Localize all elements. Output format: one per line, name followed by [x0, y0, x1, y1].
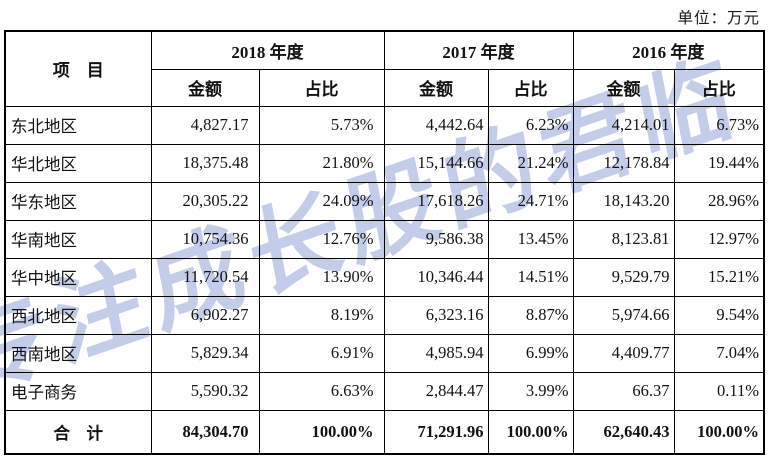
- amount-cell: 62,640.43: [572, 409, 675, 455]
- header-year-2016: 2016 年度: [572, 30, 765, 70]
- amount-cell: 84,304.70: [150, 409, 260, 455]
- ratio-cell: 0.11%: [673, 371, 765, 411]
- header-amount-2017: 金额: [383, 68, 489, 107]
- header-ratio-2017: 占比: [487, 68, 574, 107]
- header-row-subheaders: 金额 占比 金额 占比 金额 占比: [5, 68, 765, 107]
- ratio-cell: 24.09%: [258, 181, 385, 221]
- ratio-cell: 12.76%: [258, 219, 385, 259]
- amount-cell: 17,618.26: [383, 181, 489, 221]
- total-label: 合 计: [4, 409, 152, 455]
- ratio-cell: 6.73%: [673, 105, 765, 145]
- table-row-east: 华东地区 20,305.22 24.09% 17,618.26 24.71% 1…: [4, 181, 765, 221]
- amount-cell: 71,291.96: [383, 409, 489, 455]
- ratio-cell: 6.23%: [487, 105, 574, 145]
- unit-label: 单位：万元: [677, 10, 760, 27]
- amount-cell: 4,409.77: [572, 333, 675, 373]
- amount-cell: 9,529.79: [572, 257, 675, 297]
- amount-cell: 12,178.84: [572, 143, 675, 183]
- region-label: 华南地区: [4, 219, 152, 259]
- region-label: 华北地区: [4, 143, 152, 183]
- header-ratio-2016: 占比: [673, 68, 765, 107]
- header-amount-2018: 金额: [150, 68, 260, 107]
- ratio-cell: 15.21%: [673, 257, 765, 297]
- ratio-cell: 21.24%: [487, 143, 574, 183]
- table-row-total: 合 计 84,304.70 100.00% 71,291.96 100.00% …: [4, 409, 765, 455]
- ratio-cell: 13.90%: [258, 257, 385, 297]
- revenue-by-region-table: 项 目 2018 年度 2017 年度 2016 年度 金额 占比 金额 占比 …: [4, 30, 765, 455]
- ratio-cell: 12.97%: [673, 219, 765, 259]
- amount-cell: 4,214.01: [572, 105, 675, 145]
- table-row-ecommerce: 电子商务 5,590.32 6.63% 2,844.47 3.99% 66.37…: [4, 371, 765, 411]
- amount-cell: 11,720.54: [150, 257, 260, 297]
- amount-cell: 5,974.66: [572, 295, 675, 335]
- ratio-cell: 6.91%: [258, 333, 385, 373]
- table-row-northwest: 西北地区 6,902.27 8.19% 6,323.16 8.87% 5,974…: [4, 295, 765, 335]
- ratio-cell: 19.44%: [673, 143, 765, 183]
- region-label: 西北地区: [4, 295, 152, 335]
- ratio-cell: 6.63%: [258, 371, 385, 411]
- amount-cell: 8,123.81: [572, 219, 675, 259]
- ratio-cell: 14.51%: [487, 257, 574, 297]
- region-label: 华东地区: [4, 181, 152, 221]
- ratio-cell: 21.80%: [258, 143, 385, 183]
- amount-cell: 10,346.44: [383, 257, 489, 297]
- amount-cell: 15,144.66: [383, 143, 489, 183]
- amount-cell: 5,829.34: [150, 333, 260, 373]
- amount-cell: 20,305.22: [150, 181, 260, 221]
- table-row-north: 华北地区 18,375.48 21.80% 15,144.66 21.24% 1…: [4, 143, 765, 183]
- ratio-cell: 9.54%: [673, 295, 765, 335]
- header-year-2018: 2018 年度: [150, 30, 385, 70]
- table-row-southwest: 西南地区 5,829.34 6.91% 4,985.94 6.99% 4,409…: [4, 333, 765, 373]
- header-item: 项 目: [4, 30, 152, 107]
- header-ratio-2018: 占比: [258, 68, 385, 107]
- amount-cell: 2,844.47: [383, 371, 489, 411]
- table-row-central: 华中地区 11,720.54 13.90% 10,346.44 14.51% 9…: [4, 257, 765, 297]
- header-year-2017: 2017 年度: [383, 30, 574, 70]
- amount-cell: 4,442.64: [383, 105, 489, 145]
- amount-cell: 18,375.48: [150, 143, 260, 183]
- ratio-cell: 6.99%: [487, 333, 574, 373]
- ratio-cell: 8.87%: [487, 295, 574, 335]
- ratio-cell: 3.99%: [487, 371, 574, 411]
- region-label: 电子商务: [4, 371, 152, 411]
- ratio-cell: 5.73%: [258, 105, 385, 145]
- ratio-cell: 8.19%: [258, 295, 385, 335]
- ratio-cell: 24.71%: [487, 181, 574, 221]
- table-row-south: 华南地区 10,754.36 12.76% 9,586.38 13.45% 8,…: [4, 219, 765, 259]
- amount-cell: 18,143.20: [572, 181, 675, 221]
- region-label: 东北地区: [4, 105, 152, 145]
- ratio-cell: 28.96%: [673, 181, 765, 221]
- table-row-northeast: 东北地区 4,827.17 5.73% 4,442.64 6.23% 4,214…: [4, 105, 765, 145]
- amount-cell: 9,586.38: [383, 219, 489, 259]
- revenue-by-region-table-wrap: 项 目 2018 年度 2017 年度 2016 年度 金额 占比 金额 占比 …: [4, 30, 765, 455]
- ratio-cell: 100.00%: [673, 409, 765, 455]
- header-amount-2016: 金额: [572, 68, 675, 107]
- region-label: 西南地区: [4, 333, 152, 373]
- ratio-cell: 13.45%: [487, 219, 574, 259]
- amount-cell: 6,902.27: [150, 295, 260, 335]
- amount-cell: 5,590.32: [150, 371, 260, 411]
- ratio-cell: 100.00%: [487, 409, 574, 455]
- ratio-cell: 7.04%: [673, 333, 765, 373]
- amount-cell: 10,754.36: [150, 219, 260, 259]
- header-row-years: 项 目 2018 年度 2017 年度 2016 年度: [4, 30, 765, 107]
- amount-cell: 4,985.94: [383, 333, 489, 373]
- amount-cell: 66.37: [572, 371, 675, 411]
- amount-cell: 4,827.17: [150, 105, 260, 145]
- amount-cell: 6,323.16: [383, 295, 489, 335]
- ratio-cell: 100.00%: [258, 409, 385, 455]
- region-label: 华中地区: [4, 257, 152, 297]
